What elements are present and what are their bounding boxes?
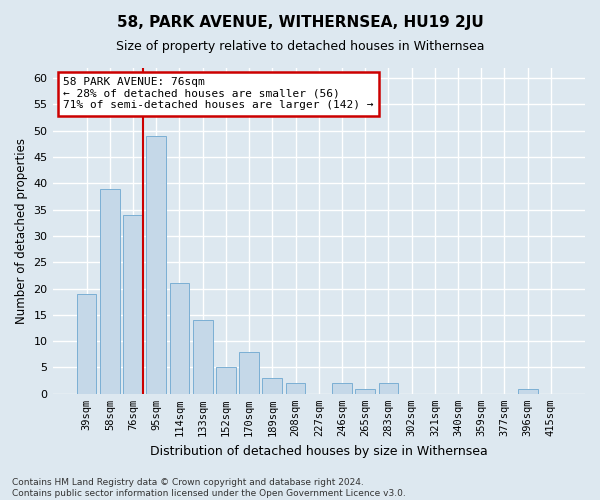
Bar (193, 320, 212, 394)
Bar (146, 136, 166, 394)
Bar (77, 294, 97, 394)
Bar (100, 188, 119, 394)
Bar (170, 284, 190, 394)
X-axis label: Distribution of detached houses by size in Withernsea: Distribution of detached houses by size … (150, 444, 488, 458)
Text: 58 PARK AVENUE: 76sqm
← 28% of detached houses are smaller (56)
71% of semi-deta: 58 PARK AVENUE: 76sqm ← 28% of detached … (63, 78, 374, 110)
Bar (286, 384, 305, 394)
Bar (216, 368, 236, 394)
Bar (262, 378, 282, 394)
Bar (518, 388, 538, 394)
Y-axis label: Number of detached properties: Number of detached properties (15, 138, 28, 324)
Bar (355, 388, 375, 394)
Bar (379, 384, 398, 394)
Text: 58, PARK AVENUE, WITHERNSEA, HU19 2JU: 58, PARK AVENUE, WITHERNSEA, HU19 2JU (116, 15, 484, 30)
Text: Size of property relative to detached houses in Withernsea: Size of property relative to detached ho… (116, 40, 484, 53)
Bar (239, 352, 259, 394)
Bar (123, 215, 143, 394)
Text: Contains HM Land Registry data © Crown copyright and database right 2024.
Contai: Contains HM Land Registry data © Crown c… (12, 478, 406, 498)
Bar (332, 384, 352, 394)
